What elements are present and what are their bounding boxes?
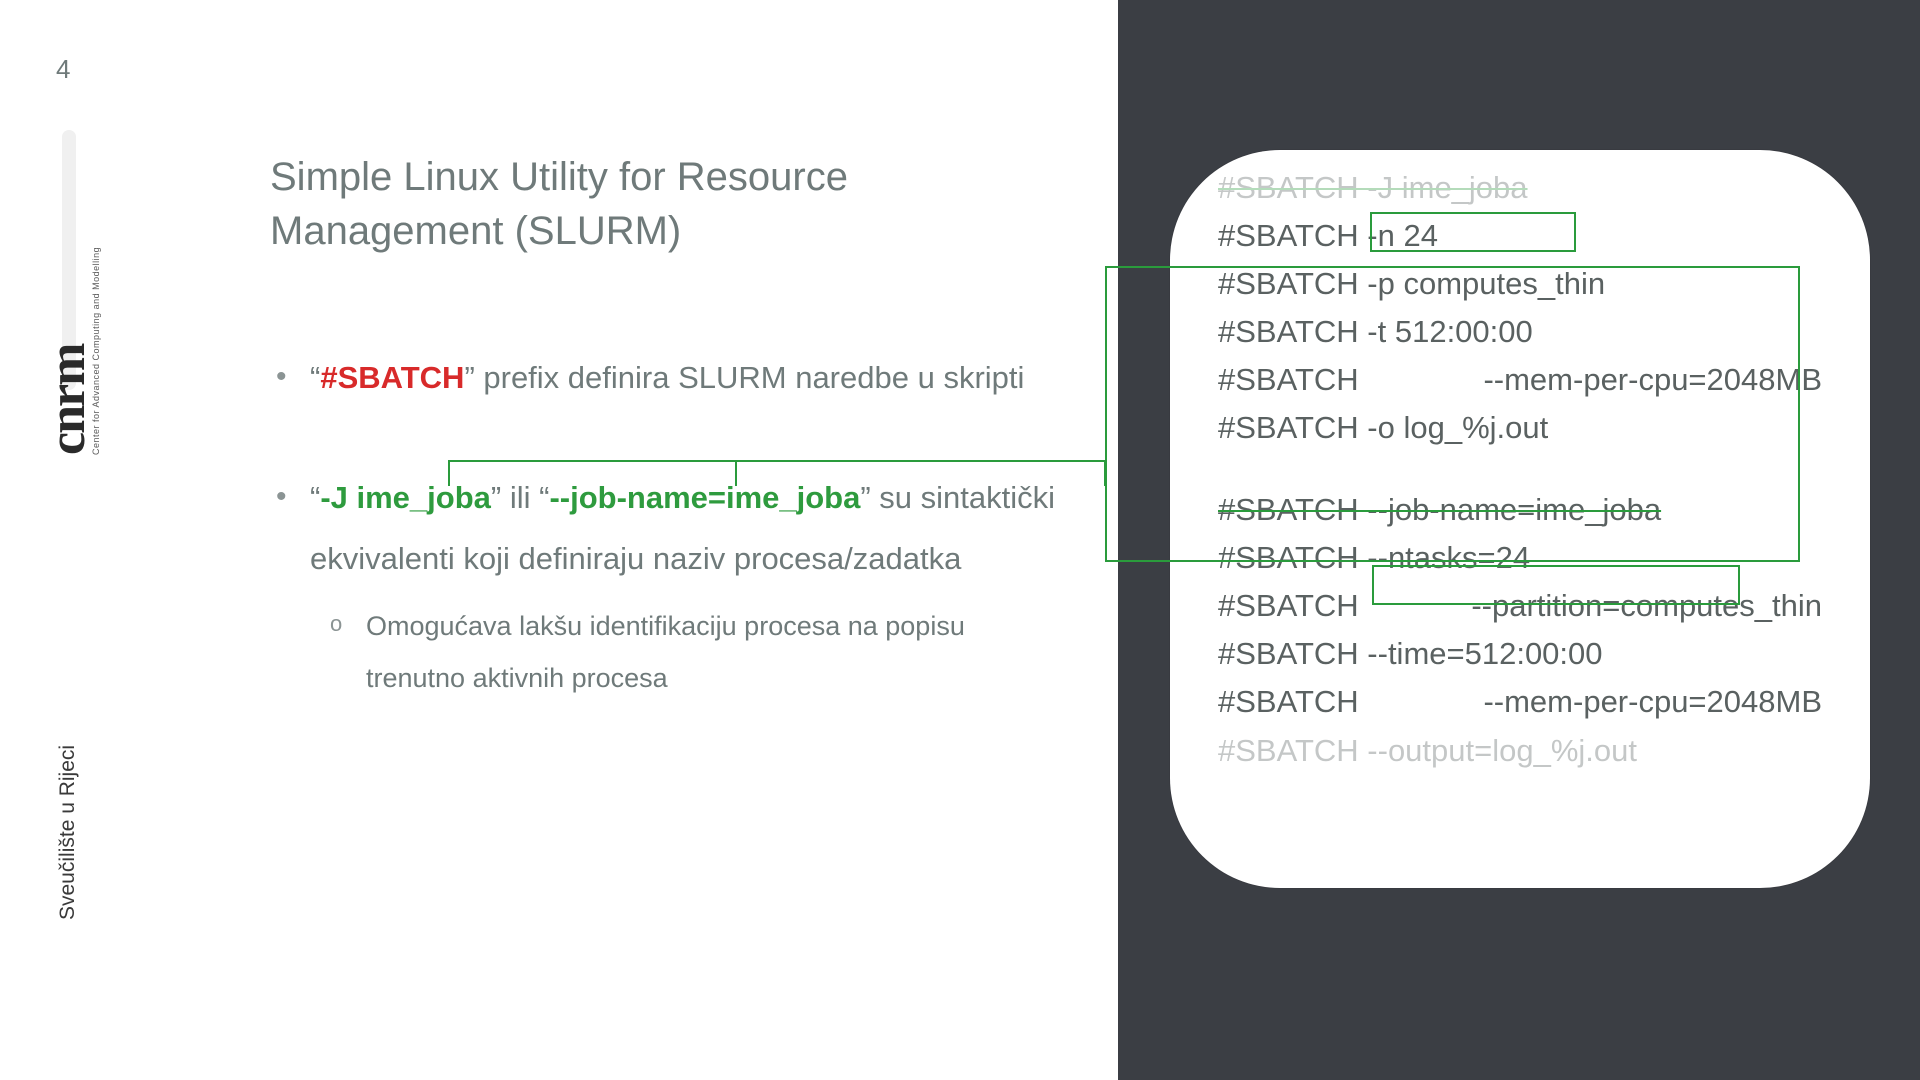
code-line-1: #SBATCH -J ime_joba bbox=[1218, 164, 1822, 212]
slide-title: Simple Linux Utility for Resource Manage… bbox=[270, 150, 1070, 258]
code-line-12: #SBATCH --output=log_%j.out bbox=[1218, 727, 1822, 775]
bullet-1-text: ” prefix definira SLURM naredbe u skript… bbox=[464, 360, 1024, 395]
connector-box-right-small bbox=[1370, 212, 1576, 252]
connector-tick-1 bbox=[735, 460, 737, 486]
brand-logo: cnrm bbox=[39, 345, 96, 455]
brand-block: cnrm Center for Advanced Computing and M… bbox=[38, 247, 101, 455]
bullet-2: “-J ime_joba” ili “--job-name=ime_joba” … bbox=[270, 468, 1070, 703]
slide: 4 cnrm Center for Advanced Computing and… bbox=[0, 0, 1920, 1080]
brand-subtitle: Center for Advanced Computing and Modell… bbox=[91, 247, 101, 455]
connector-box-top bbox=[1105, 266, 1800, 562]
content-column: Simple Linux Utility for Resource Manage… bbox=[270, 150, 1070, 764]
university-name: Sveučilište u Rijeci bbox=[56, 745, 80, 920]
connector-box-right-small-2 bbox=[1372, 565, 1740, 605]
quote-open: “ bbox=[310, 360, 320, 395]
quote-open-2: “ bbox=[310, 480, 320, 515]
code-line-11: #SBATCH --mem-per-cpu=2048MB bbox=[1218, 678, 1822, 726]
connector-box-bullet-1 bbox=[448, 460, 1106, 486]
sbatch-keyword: #SBATCH bbox=[320, 360, 464, 395]
bullet-1: “#SBATCH” prefix definira SLURM naredbe … bbox=[270, 348, 1070, 408]
sub-bullet-1: Omogućava lakšu identifikaciju procesa n… bbox=[310, 601, 1070, 704]
page-number: 4 bbox=[56, 54, 70, 85]
code-line-10: #SBATCH --time=512:00:00 bbox=[1218, 630, 1822, 678]
sub-bullet-list: Omogućava lakšu identifikaciju procesa n… bbox=[310, 601, 1070, 704]
bullet-list: “#SBATCH” prefix definira SLURM naredbe … bbox=[270, 348, 1070, 704]
